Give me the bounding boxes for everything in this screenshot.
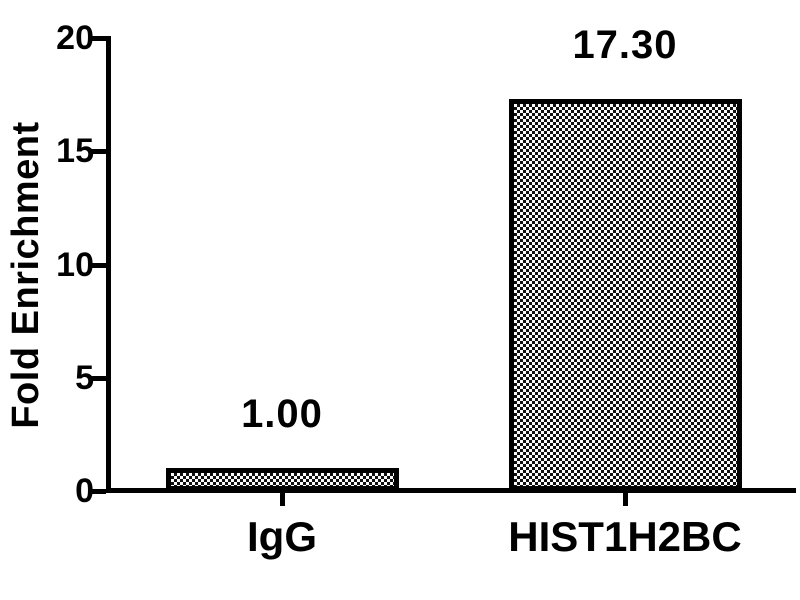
y-tick-label: 0 (75, 472, 94, 510)
x-axis-line (106, 488, 796, 493)
y-tick-line (91, 262, 106, 268)
bar-value-label: 1.00 (241, 392, 323, 436)
y-tick-line (91, 149, 106, 155)
y-tick-line (91, 375, 106, 381)
y-tick-line (91, 36, 106, 41)
x-tick-line (623, 493, 628, 506)
y-tick-label: 20 (56, 19, 94, 57)
y-axis-line (106, 36, 111, 493)
y-tick-label: 10 (56, 245, 94, 284)
y-tick-label: 5 (75, 358, 94, 397)
y-tick-line (91, 489, 106, 494)
x-tick-line (280, 493, 285, 506)
y-tick-label: 15 (56, 132, 94, 171)
category-label: IgG (247, 513, 317, 560)
bar (165, 468, 399, 491)
bar (508, 99, 742, 491)
category-label: HIST1H2BC (508, 513, 742, 560)
bar-value-label: 17.30 (572, 23, 678, 67)
